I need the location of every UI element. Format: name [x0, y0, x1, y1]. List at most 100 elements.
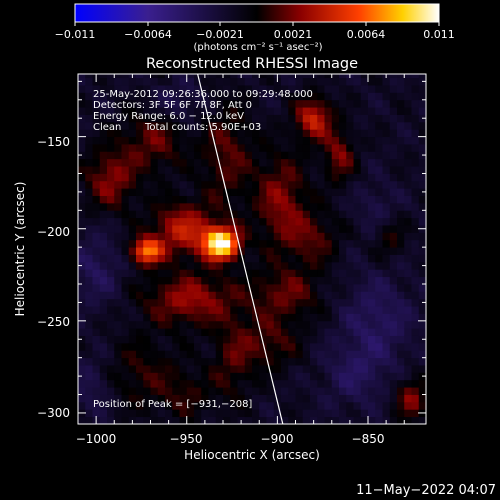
heatmap-cell	[295, 401, 304, 410]
heatmap-cell	[128, 166, 137, 174]
heatmap-cell	[368, 85, 376, 93]
heatmap-cell	[157, 85, 166, 93]
heatmap-cell	[273, 298, 282, 307]
heatmap-cell	[215, 365, 224, 373]
heatmap-cell	[99, 99, 108, 108]
heatmap-cell	[201, 85, 209, 93]
heatmap-cell	[244, 372, 253, 381]
heatmap-cell	[136, 114, 144, 123]
heatmap-cell	[85, 269, 93, 278]
heatmap-cell	[317, 173, 325, 182]
heatmap-cell	[150, 409, 159, 418]
heatmap-cell	[375, 225, 383, 233]
heatmap-cell	[157, 416, 166, 424]
heatmap-cell	[172, 409, 180, 418]
heatmap-cell	[107, 121, 115, 130]
heatmap-cell	[157, 320, 166, 329]
heatmap-cell	[266, 350, 275, 359]
heatmap-cell	[78, 180, 86, 189]
heatmap-cell	[281, 144, 289, 152]
heatmap-cell	[288, 401, 296, 410]
heatmap-cell	[389, 269, 398, 278]
heatmap-cell	[157, 173, 166, 182]
heatmap-cell	[295, 276, 304, 285]
heatmap-cell	[273, 173, 282, 182]
heatmap-cell	[208, 74, 217, 79]
heatmap-cell	[252, 210, 260, 219]
heatmap-cell	[411, 313, 420, 322]
heatmap-cell	[273, 387, 282, 395]
heatmap-cell	[266, 217, 275, 226]
heatmap-cell	[418, 313, 426, 322]
heatmap-cell	[179, 335, 188, 344]
heatmap-cell	[150, 188, 159, 196]
heatmap-cell	[136, 269, 144, 278]
heatmap-cell	[375, 247, 383, 255]
heatmap-cell	[237, 144, 246, 152]
heatmap-cell	[273, 99, 282, 108]
heatmap-cell	[208, 254, 217, 263]
heatmap-cell	[121, 261, 130, 270]
heatmap-cell	[281, 416, 289, 424]
heatmap-cell	[259, 298, 267, 307]
heatmap-cell	[411, 239, 420, 248]
heatmap-cell	[136, 416, 144, 424]
heatmap-cell	[375, 92, 383, 101]
heatmap-cell	[273, 225, 282, 233]
heatmap-cell	[360, 254, 369, 263]
heatmap-cell	[368, 379, 376, 388]
heatmap-cell	[302, 188, 311, 196]
heatmap-cell	[92, 254, 101, 263]
heatmap-cell	[252, 379, 260, 388]
heatmap-cell	[310, 387, 318, 395]
heatmap-cell	[302, 379, 311, 388]
heatmap-cell	[85, 158, 93, 167]
heatmap-cell	[194, 202, 202, 211]
heatmap-cell	[295, 365, 304, 373]
heatmap-cell	[121, 210, 130, 219]
heatmap-cell	[128, 144, 137, 152]
heatmap-cell	[273, 188, 282, 196]
heatmap-cell	[157, 225, 166, 233]
heatmap-cell	[418, 387, 426, 395]
heatmap-cell	[208, 261, 217, 270]
heatmap-cell	[215, 342, 224, 351]
heatmap-cell	[85, 107, 93, 115]
heatmap-cell	[99, 342, 108, 351]
heatmap-cell	[389, 416, 398, 424]
heatmap-cell	[121, 291, 130, 300]
heatmap-cell	[237, 379, 246, 388]
heatmap-cell	[128, 114, 137, 123]
heatmap-cell	[331, 225, 340, 233]
heatmap-cell	[121, 144, 130, 152]
heatmap-cell	[136, 350, 144, 359]
heatmap-cell	[244, 232, 253, 241]
heatmap-cell	[331, 195, 340, 204]
heatmap-cell	[237, 335, 246, 344]
heatmap-cell	[150, 173, 159, 182]
heatmap-cell	[157, 291, 166, 300]
heatmap-cell	[317, 401, 325, 410]
heatmap-cell	[360, 365, 369, 373]
heatmap-cell	[324, 202, 333, 211]
heatmap-cell	[107, 85, 115, 93]
heatmap-cell	[252, 180, 260, 189]
heatmap-cell	[165, 202, 173, 211]
heatmap-cell	[208, 239, 217, 248]
heatmap-cell	[223, 379, 231, 388]
heatmap-cell	[215, 335, 224, 344]
heatmap-cell	[143, 247, 151, 255]
heatmap-cell	[288, 335, 296, 344]
heatmap-cell	[259, 269, 267, 278]
heatmap-cell	[310, 144, 318, 152]
heatmap-cell	[259, 306, 267, 314]
heatmap-cell	[302, 320, 311, 329]
heatmap-cell	[353, 416, 362, 424]
heatmap-cell	[418, 416, 426, 424]
heatmap-cell	[136, 342, 144, 351]
heatmap-cell	[186, 335, 195, 344]
heatmap-cell	[143, 306, 151, 314]
heatmap-cell	[215, 313, 224, 322]
heatmap-cell	[215, 261, 224, 270]
heatmap-cell	[339, 379, 347, 388]
